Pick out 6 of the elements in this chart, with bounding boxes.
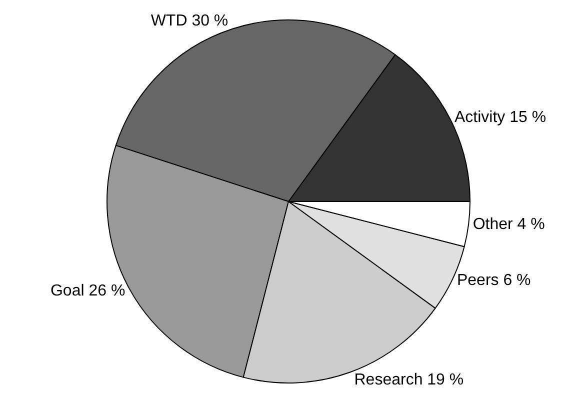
slice-label: Peers 6 % [456, 272, 531, 289]
slice-label: Activity 15 % [454, 108, 546, 126]
slice-label: WTD 30 % [150, 12, 228, 30]
slice-label: Goal 26 % [50, 282, 126, 300]
slice-label: Other 4 % [472, 216, 545, 233]
slice-label: Research 19 % [354, 371, 464, 388]
